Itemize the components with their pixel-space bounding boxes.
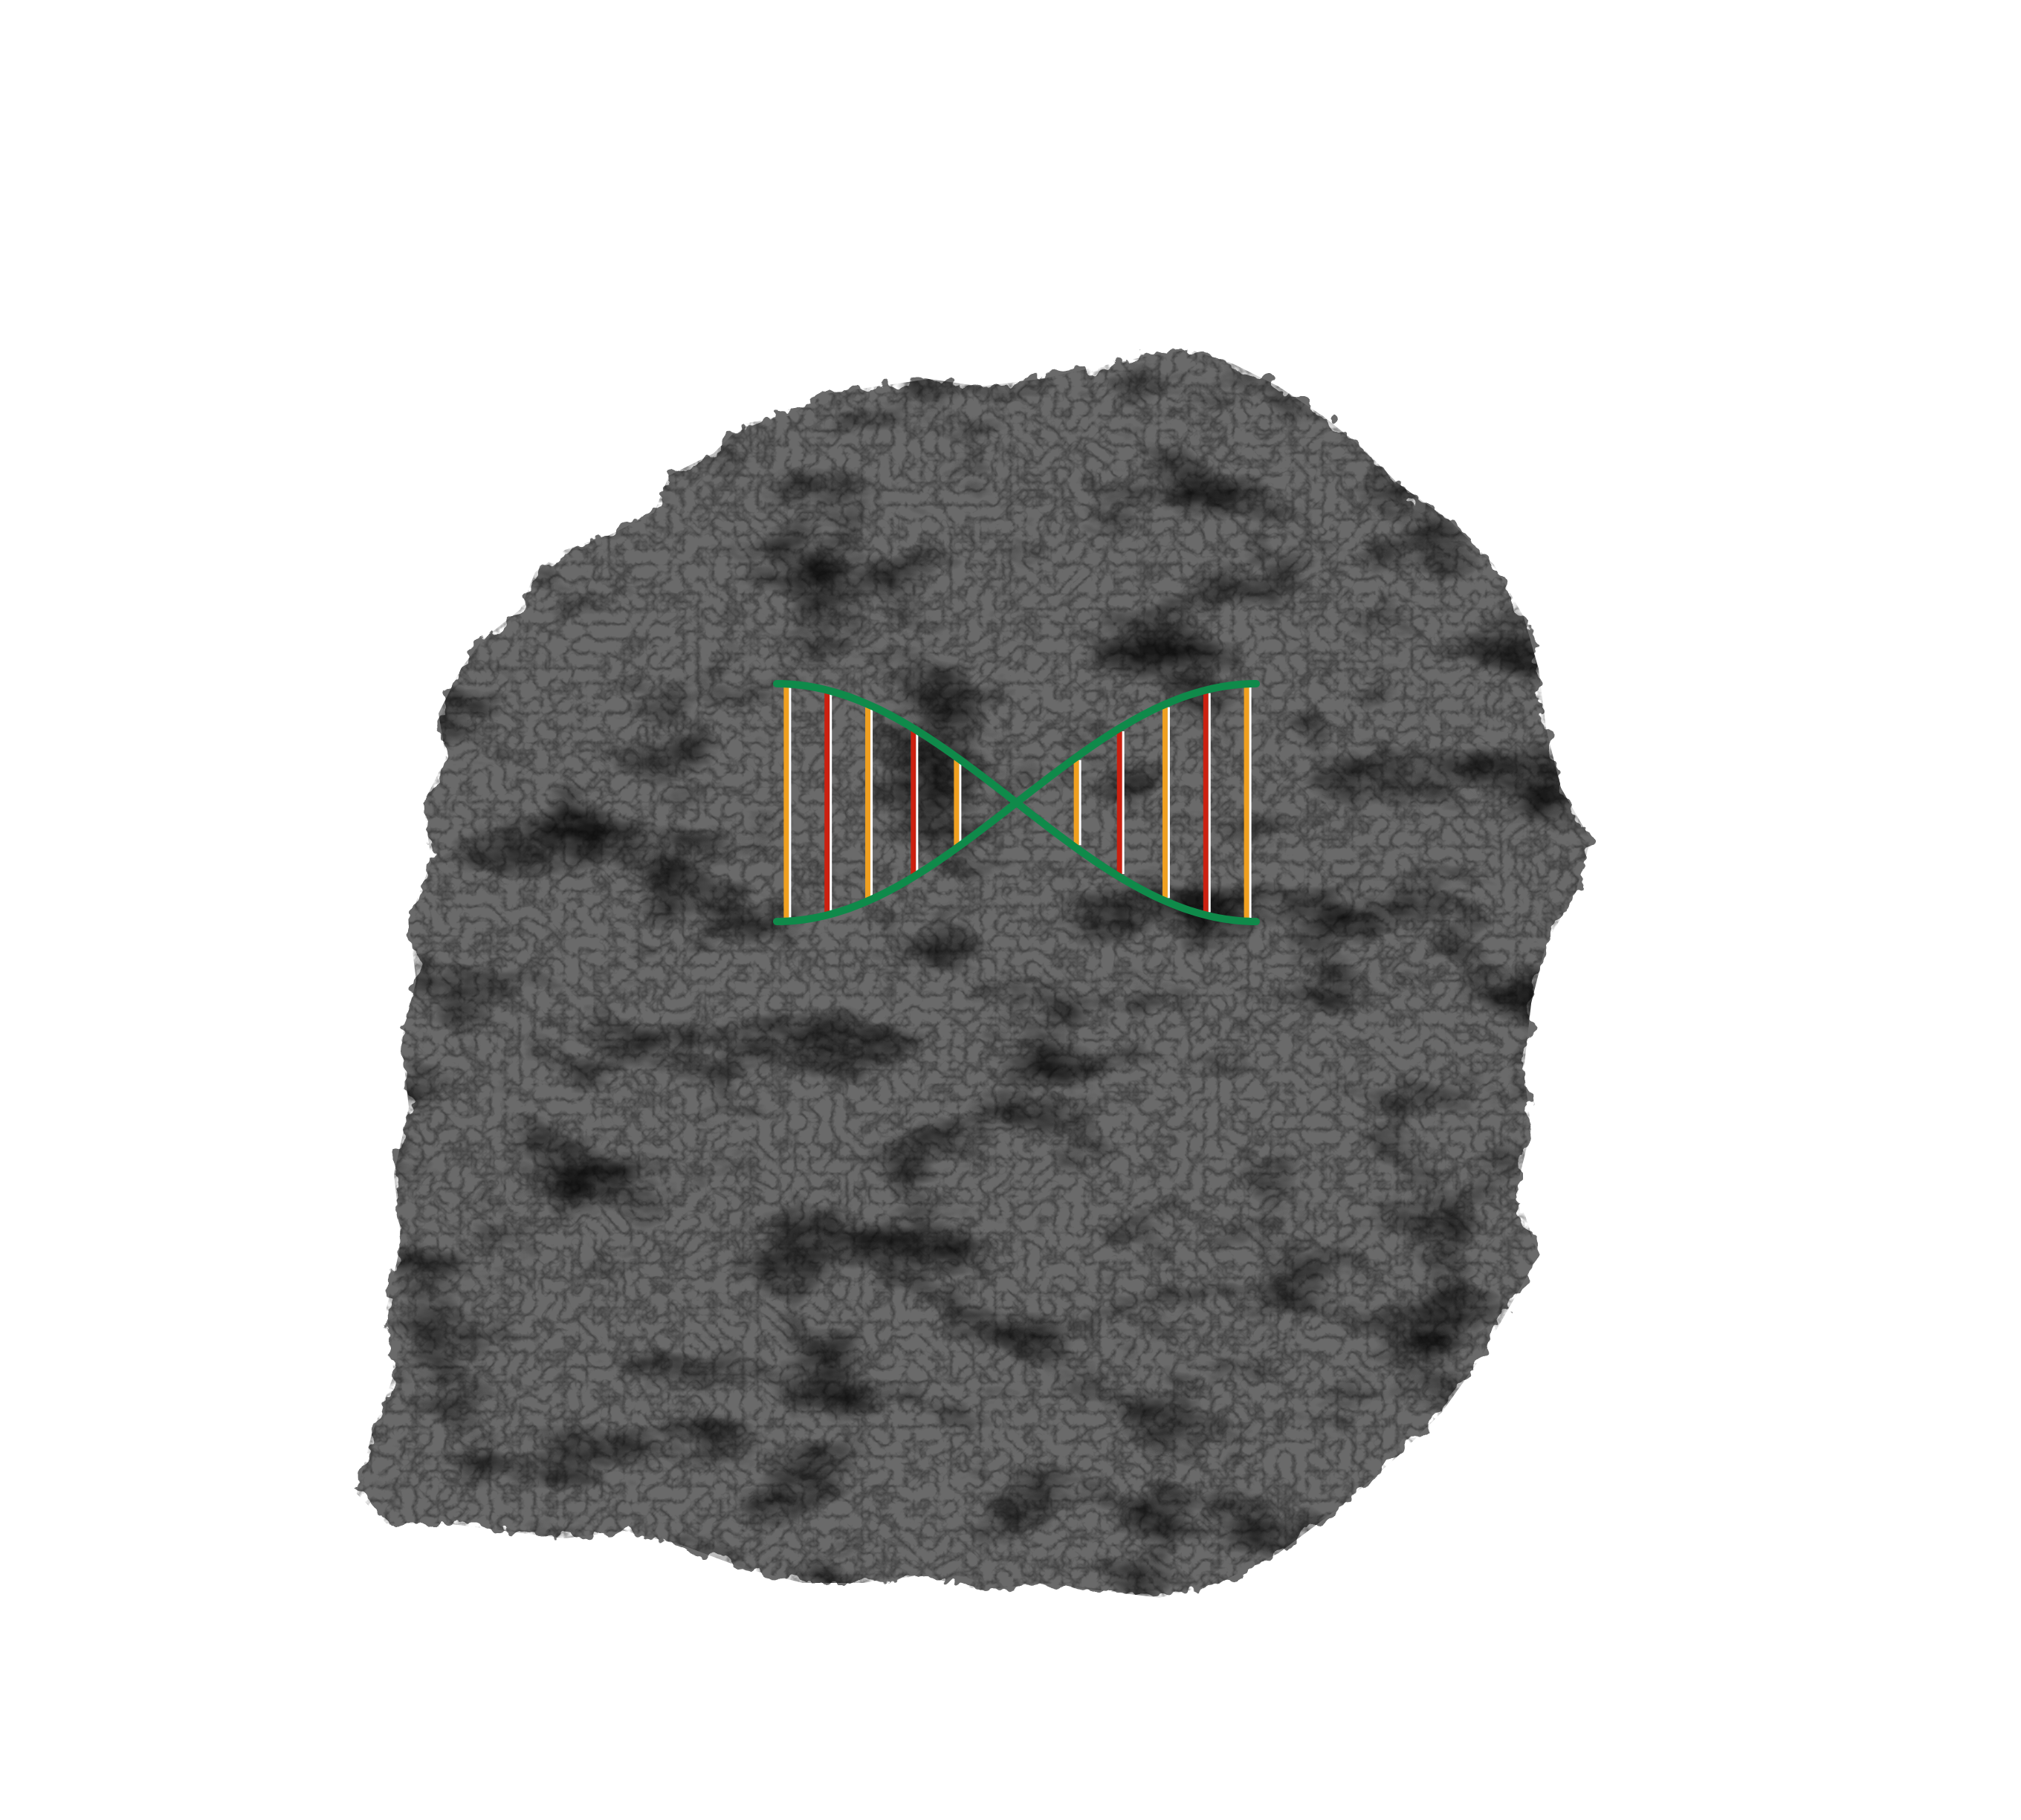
dna-helix-icon bbox=[773, 680, 1260, 925]
helix-backbone-strand-b bbox=[773, 680, 1260, 925]
rough-gray-object bbox=[357, 349, 1591, 1598]
blob-fine-texture bbox=[357, 349, 1591, 1598]
